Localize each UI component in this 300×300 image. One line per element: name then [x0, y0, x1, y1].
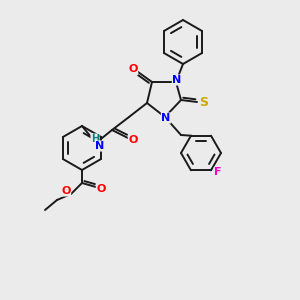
Text: N: N: [172, 75, 182, 85]
Text: F: F: [214, 167, 222, 177]
Text: H: H: [91, 134, 99, 144]
Text: N: N: [161, 113, 171, 123]
Text: N: N: [95, 141, 105, 151]
Text: O: O: [128, 135, 138, 145]
Text: O: O: [96, 184, 106, 194]
Text: O: O: [128, 64, 138, 74]
Text: O: O: [61, 186, 71, 196]
Text: S: S: [200, 95, 208, 109]
